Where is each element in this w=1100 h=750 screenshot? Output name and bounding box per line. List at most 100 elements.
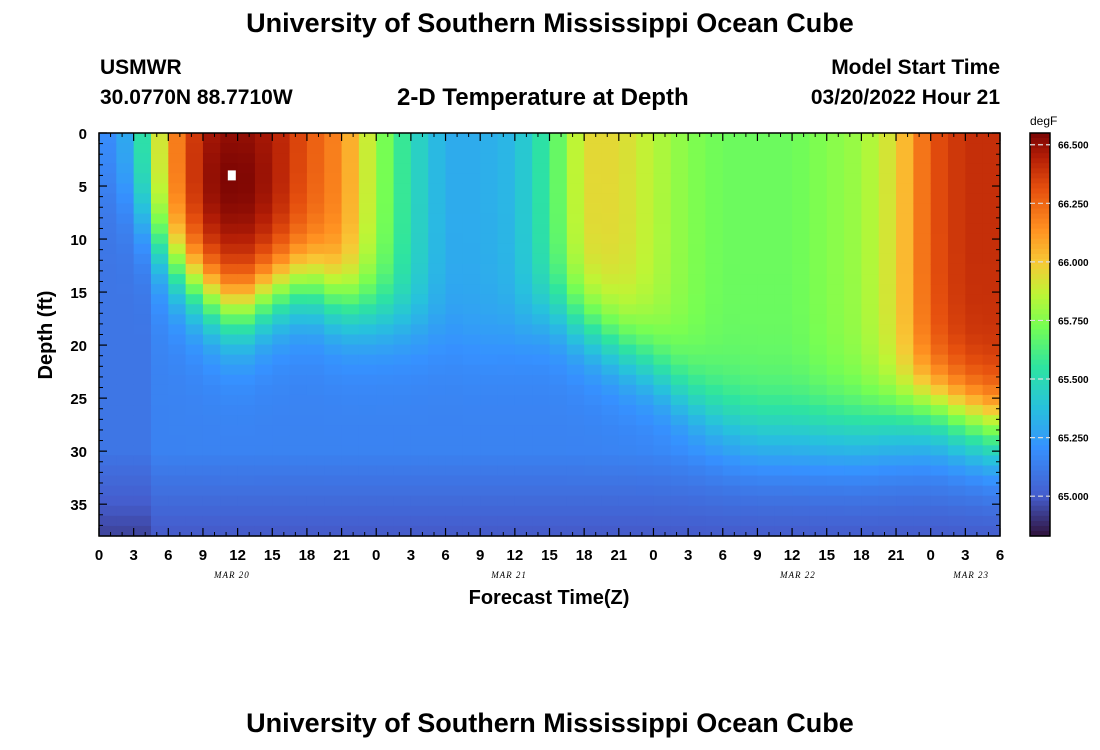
heatmap-cell	[289, 525, 308, 537]
heatmap-cell	[740, 415, 759, 426]
heatmap-cell	[826, 324, 845, 336]
heatmap-cell	[497, 143, 516, 154]
heatmap-cell	[566, 294, 585, 305]
heatmap-cell	[289, 203, 308, 215]
heatmap-cell	[358, 334, 377, 346]
heatmap-cell	[740, 324, 759, 336]
heatmap-cell	[480, 415, 499, 426]
heatmap-cell	[133, 384, 152, 396]
heatmap-cell	[861, 384, 880, 396]
heatmap-cell	[913, 384, 932, 396]
heatmap-cell	[168, 525, 187, 537]
heatmap-cell	[358, 505, 377, 517]
heatmap-cell	[636, 334, 655, 346]
heatmap-cell	[722, 153, 741, 164]
heatmap-cell	[757, 475, 776, 487]
heatmap-cell	[913, 223, 932, 235]
heatmap-cell	[861, 334, 880, 346]
heatmap-cell	[722, 324, 741, 336]
heatmap-cell	[341, 223, 360, 235]
heatmap-cell	[480, 394, 499, 406]
heatmap-cell	[688, 213, 707, 225]
heatmap-cell	[133, 435, 152, 446]
heatmap-cell	[982, 364, 1001, 376]
heatmap-cell	[462, 183, 481, 195]
heatmap-cell	[965, 233, 984, 245]
heatmap-cell	[497, 284, 516, 295]
heatmap-cell	[584, 394, 603, 406]
station-coordinates: 30.0770N 88.7710W	[100, 86, 293, 109]
heatmap-cell	[237, 203, 256, 215]
heatmap-cell	[133, 515, 152, 527]
heatmap-cell	[445, 284, 464, 295]
heatmap-cell	[584, 384, 603, 396]
heatmap-cell	[150, 364, 169, 376]
heatmap-cell	[740, 304, 759, 315]
heatmap-cell	[99, 304, 117, 315]
heatmap-cell	[792, 475, 811, 487]
heatmap-cell	[826, 455, 845, 467]
heatmap-cell	[133, 455, 152, 467]
heatmap-cell	[324, 455, 343, 467]
heatmap-cell	[636, 525, 655, 537]
heatmap-cell	[254, 304, 273, 315]
heatmap-cell	[358, 485, 377, 497]
heatmap-cell	[930, 455, 949, 467]
heatmap-cell	[861, 475, 880, 487]
heatmap-cell	[202, 405, 221, 416]
heatmap-cell	[844, 233, 862, 245]
heatmap-cell	[792, 435, 811, 446]
heatmap-cell	[480, 163, 499, 174]
colorbar-segment	[1030, 349, 1050, 356]
heatmap-cell	[480, 465, 499, 477]
heatmap-cell	[861, 405, 880, 416]
heatmap-cell	[514, 203, 533, 215]
heatmap-cell	[532, 243, 551, 255]
heatmap-cell	[705, 203, 724, 215]
heatmap-cell	[462, 364, 481, 376]
heatmap-cell	[341, 374, 360, 386]
heatmap-cell	[324, 133, 343, 144]
heatmap-cell	[202, 465, 221, 477]
heatmap-cell	[341, 354, 360, 366]
heatmap-cell	[220, 314, 239, 326]
heatmap-cell	[982, 314, 1001, 326]
heatmap-cell	[428, 173, 447, 184]
heatmap-cell	[930, 253, 949, 265]
heatmap-cell	[618, 243, 637, 255]
heatmap-cell	[670, 364, 689, 376]
heatmap-cell	[549, 183, 568, 195]
heatmap-cell	[670, 344, 689, 356]
heatmap-cell	[618, 415, 637, 426]
heatmap-cell	[168, 475, 187, 487]
heatmap-cell	[809, 223, 828, 235]
heatmap-cell	[358, 455, 377, 467]
heatmap-cell	[913, 163, 932, 174]
heatmap-cell	[705, 435, 724, 446]
heatmap-cell	[792, 173, 811, 184]
heatmap-cell	[618, 193, 637, 205]
heatmap-cell	[878, 274, 897, 285]
heatmap-cell	[670, 374, 689, 386]
heatmap-cell	[116, 415, 135, 426]
heatmap-cell	[462, 324, 481, 336]
heatmap-cell	[168, 203, 187, 215]
heatmap-cell	[722, 364, 741, 376]
heatmap-cell	[341, 384, 360, 396]
heatmap-cell	[272, 314, 291, 326]
heatmap-cell	[462, 425, 481, 436]
heatmap-cell	[289, 485, 308, 497]
heatmap-cell	[99, 485, 117, 497]
heatmap-cell	[861, 213, 880, 225]
heatmap-cell	[254, 203, 273, 215]
heatmap-cell	[740, 153, 759, 164]
heatmap-cell	[220, 485, 239, 497]
heatmap-cell	[376, 284, 395, 295]
heatmap-cell	[133, 274, 152, 285]
heatmap-cell	[306, 344, 325, 356]
heatmap-cell	[324, 354, 343, 366]
heatmap-cell	[792, 374, 811, 386]
heatmap-cell	[809, 263, 828, 275]
heatmap-cell	[740, 394, 759, 406]
heatmap-cell	[584, 334, 603, 346]
